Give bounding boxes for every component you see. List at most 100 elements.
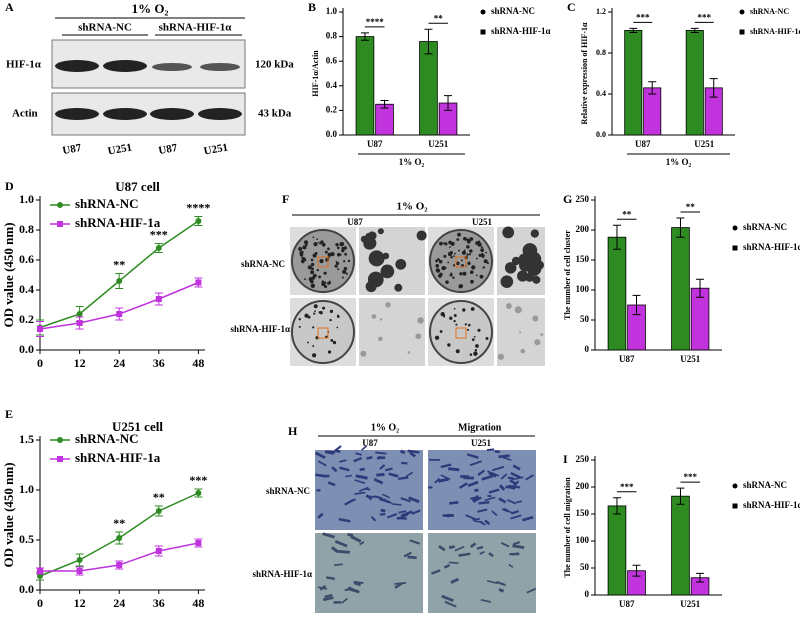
colony-dot — [302, 245, 307, 250]
band — [55, 60, 99, 72]
colony-dot — [319, 311, 323, 315]
x-tick-label: 48 — [192, 596, 204, 610]
cell — [431, 569, 441, 575]
group-label: shRNA-HIF-1α — [159, 22, 233, 34]
zoom-dot — [514, 306, 522, 314]
cell — [326, 576, 335, 581]
cell — [388, 472, 399, 478]
cell — [339, 459, 347, 463]
colony-dot — [298, 246, 303, 252]
x-tick-label: U87 — [635, 139, 651, 149]
legend-marker — [57, 221, 63, 227]
group-label: shRNA-NC — [78, 22, 132, 34]
colony-dot — [444, 266, 447, 269]
colony-dot — [463, 236, 467, 241]
zoom-dot — [504, 262, 517, 274]
colony-dot — [337, 314, 339, 317]
cell — [448, 545, 455, 549]
cell — [409, 451, 417, 458]
colony-dot — [449, 246, 451, 249]
zoom-dot — [407, 351, 411, 354]
band — [103, 108, 147, 120]
colony-dot — [339, 242, 344, 247]
colony-dot — [343, 246, 347, 250]
y-tick-label: 250 — [576, 194, 590, 204]
y-tick-label: 0.0 — [326, 129, 338, 139]
annotation: *** — [189, 473, 207, 487]
error-bar — [676, 487, 685, 505]
colony-dot — [312, 326, 315, 329]
cell — [400, 497, 411, 503]
y-axis-label: HIF-1α/Actin — [311, 50, 320, 97]
cell — [409, 539, 420, 545]
legend-label: shRNA-HIF-1α — [750, 27, 800, 36]
legend-marker — [739, 9, 745, 15]
colony-dot — [453, 313, 457, 317]
colony-dot — [341, 276, 344, 279]
chart-title: U251 cell — [112, 419, 163, 434]
cell — [437, 477, 449, 483]
size-label: 120 kDa — [255, 59, 294, 71]
colony-dot — [341, 248, 345, 253]
colony-dot — [478, 253, 482, 258]
colony-dot — [435, 264, 440, 268]
cell — [341, 597, 348, 604]
legend-label: shRNA-HIF-1a — [75, 450, 161, 465]
colony-dot — [473, 351, 478, 356]
cell — [491, 510, 498, 517]
cell — [376, 456, 386, 460]
migration-image — [428, 450, 536, 530]
colony-dot — [475, 241, 479, 245]
significance: ** — [622, 209, 632, 219]
colony-dot — [462, 308, 466, 312]
cell — [322, 532, 335, 539]
lane-label: U87 — [62, 142, 83, 157]
colony-dot — [480, 246, 483, 249]
cell — [498, 587, 505, 593]
y-tick-label: 0 — [585, 589, 590, 599]
cell — [478, 520, 486, 526]
x-tick-label: U87 — [367, 139, 383, 149]
colony-dot — [479, 274, 484, 279]
colony-dot — [344, 252, 348, 256]
zoom-dot — [382, 252, 390, 260]
cell — [391, 503, 402, 506]
colony-dot — [342, 269, 347, 274]
zoom-box — [455, 256, 467, 268]
cell — [317, 460, 327, 467]
zoom-dot — [511, 256, 521, 266]
row-label: shRNA-HIF-1α — [252, 569, 312, 579]
colony-dot — [310, 270, 315, 275]
colony-dot — [334, 264, 338, 268]
colony-dot — [469, 353, 473, 356]
annotation: **** — [186, 200, 210, 214]
band — [152, 63, 192, 71]
cell — [407, 555, 417, 560]
significance: ** — [434, 13, 444, 23]
cell — [354, 491, 366, 495]
colony-dot — [467, 323, 471, 327]
cell — [498, 484, 506, 491]
colony-dot — [337, 246, 340, 250]
zoom-dot — [371, 314, 377, 319]
colony-dot — [454, 252, 456, 255]
panel-label: A — [5, 0, 14, 14]
colony-dot — [469, 270, 474, 274]
significance: ** — [686, 202, 696, 212]
zoom-dot — [540, 333, 544, 336]
line — [39, 281, 199, 330]
cell — [355, 474, 368, 480]
error-bar — [360, 32, 369, 41]
cell — [508, 563, 514, 568]
colony-dot — [439, 241, 443, 246]
cell — [359, 541, 365, 546]
legend-marker — [732, 225, 738, 231]
band — [198, 108, 242, 120]
cell — [507, 476, 514, 480]
cell — [494, 450, 500, 454]
colony-title: 1% O₂ — [396, 201, 428, 213]
cell — [374, 495, 383, 500]
cell — [511, 476, 524, 481]
y-tick-label: 0.0 — [19, 342, 34, 356]
error-bar — [696, 572, 705, 583]
